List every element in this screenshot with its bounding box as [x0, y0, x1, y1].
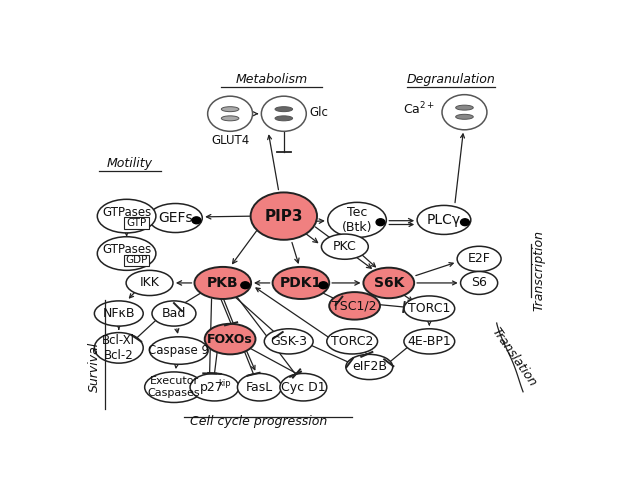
Ellipse shape [149, 203, 202, 233]
Circle shape [241, 282, 249, 289]
Ellipse shape [145, 372, 203, 402]
Circle shape [192, 217, 201, 224]
Ellipse shape [221, 107, 239, 112]
Text: Degranulation: Degranulation [406, 73, 495, 86]
Text: GDP: GDP [125, 255, 147, 265]
Text: TORC1: TORC1 [408, 302, 450, 315]
Text: E2F: E2F [467, 252, 491, 265]
Text: PKC: PKC [333, 240, 357, 253]
Ellipse shape [328, 202, 386, 238]
Ellipse shape [455, 105, 473, 110]
Text: Executor
Caspases: Executor Caspases [147, 376, 200, 398]
Circle shape [208, 96, 253, 131]
Text: Metabolism: Metabolism [236, 73, 307, 86]
Ellipse shape [280, 373, 327, 401]
Text: Caspase 9: Caspase 9 [148, 344, 209, 357]
Text: Bcl-Xl
Bcl-2: Bcl-Xl Bcl-2 [102, 334, 135, 362]
Text: Cyc D1: Cyc D1 [281, 381, 326, 394]
Ellipse shape [195, 267, 251, 299]
Ellipse shape [417, 205, 471, 235]
Ellipse shape [152, 301, 196, 326]
Ellipse shape [457, 247, 501, 271]
Text: p27: p27 [200, 381, 224, 394]
Ellipse shape [329, 292, 380, 319]
Text: Cell cycle progression: Cell cycle progression [190, 415, 327, 428]
Text: FOXOs: FOXOs [207, 333, 253, 346]
Circle shape [261, 96, 306, 131]
Ellipse shape [321, 234, 369, 259]
FancyBboxPatch shape [124, 217, 149, 229]
Ellipse shape [221, 116, 239, 121]
Text: FasL: FasL [246, 381, 273, 394]
Ellipse shape [346, 354, 392, 379]
Circle shape [376, 219, 385, 226]
Ellipse shape [94, 301, 143, 326]
Text: PKB: PKB [207, 276, 239, 290]
Text: 4E-BP1: 4E-BP1 [408, 335, 451, 348]
Ellipse shape [126, 270, 173, 296]
Ellipse shape [455, 114, 473, 120]
Circle shape [319, 282, 328, 289]
Text: Bad: Bad [162, 307, 186, 320]
Ellipse shape [404, 329, 455, 354]
Text: Ca$^{2+}$: Ca$^{2+}$ [403, 101, 435, 118]
Ellipse shape [190, 373, 239, 401]
Ellipse shape [461, 271, 498, 295]
Ellipse shape [97, 237, 156, 270]
Text: Transcription: Transcription [532, 230, 545, 311]
Circle shape [442, 95, 487, 130]
Text: PDK1: PDK1 [280, 276, 322, 290]
Text: Tec
(Btk): Tec (Btk) [342, 206, 372, 234]
Ellipse shape [264, 329, 313, 354]
FancyBboxPatch shape [124, 254, 149, 266]
Text: TORC2: TORC2 [331, 335, 374, 348]
Text: GSK-3: GSK-3 [270, 335, 307, 348]
Ellipse shape [275, 107, 292, 112]
Text: PLCγ: PLCγ [427, 213, 461, 227]
Ellipse shape [327, 329, 377, 354]
Text: GTPases: GTPases [102, 206, 151, 219]
Text: TSC1/2: TSC1/2 [333, 300, 377, 312]
Ellipse shape [94, 333, 143, 363]
Text: NFκB: NFκB [103, 307, 135, 320]
Text: Glc: Glc [309, 106, 328, 119]
Text: GTP: GTP [126, 218, 147, 228]
Text: S6: S6 [471, 276, 487, 290]
Circle shape [461, 219, 469, 226]
Text: Survival: Survival [88, 342, 101, 392]
Ellipse shape [275, 116, 292, 121]
Text: kip: kip [218, 379, 231, 388]
Text: Motility: Motility [107, 157, 153, 170]
Text: PIP3: PIP3 [265, 209, 303, 224]
Ellipse shape [205, 324, 256, 354]
Ellipse shape [149, 337, 208, 364]
Text: IKK: IKK [140, 276, 159, 290]
Text: eIF2B: eIF2B [352, 361, 387, 373]
Text: GEFs: GEFs [158, 211, 193, 225]
Ellipse shape [97, 199, 156, 233]
Text: GLUT4: GLUT4 [211, 134, 249, 147]
Ellipse shape [404, 296, 455, 321]
Ellipse shape [251, 192, 317, 240]
Ellipse shape [238, 373, 282, 401]
Ellipse shape [273, 267, 329, 299]
Text: GTPases: GTPases [102, 243, 151, 256]
Text: Translation: Translation [490, 325, 539, 389]
Ellipse shape [364, 268, 414, 298]
Text: S6K: S6K [374, 276, 404, 290]
